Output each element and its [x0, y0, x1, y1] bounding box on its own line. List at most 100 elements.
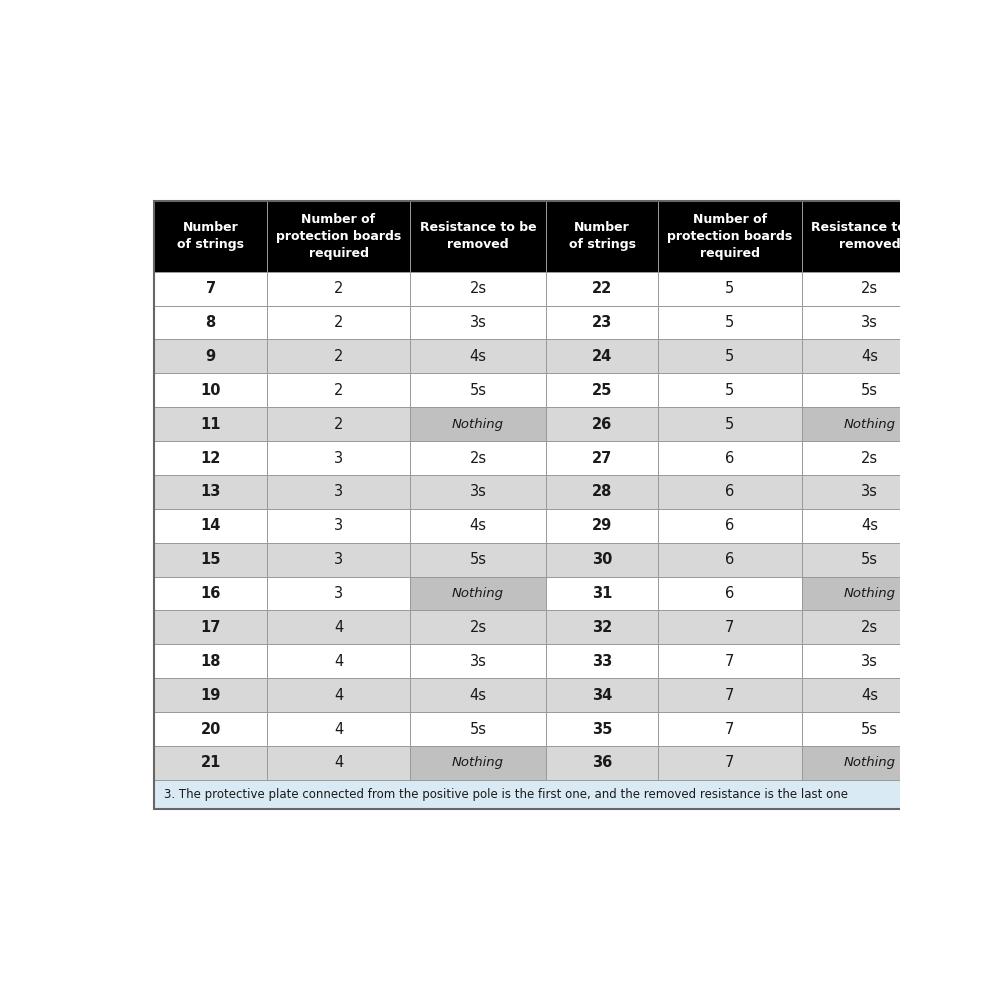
Text: 7: 7 [725, 722, 735, 737]
Text: Nothing: Nothing [843, 587, 895, 600]
Bar [546, 407, 658, 441]
Text: 23: 23 [592, 315, 612, 330]
Bar [410, 644, 546, 678]
Bar [154, 543, 267, 577]
Bar [546, 441, 658, 475]
Text: 3s: 3s [861, 484, 878, 499]
Text: 6: 6 [725, 451, 735, 466]
Text: 2s: 2s [469, 451, 487, 466]
Text: 5s: 5s [861, 722, 878, 737]
Text: 33: 33 [592, 654, 612, 669]
Bar [267, 339, 410, 373]
Bar [410, 678, 546, 712]
Bar [546, 577, 658, 610]
Text: 5s: 5s [470, 383, 487, 398]
Bar [154, 610, 267, 644]
Text: Number
of strings: Number of strings [177, 221, 244, 251]
Bar [154, 577, 267, 610]
Bar [154, 306, 267, 339]
Bar [546, 746, 658, 780]
Text: Number of
protection boards
required: Number of protection boards required [276, 213, 401, 260]
Text: 4: 4 [334, 654, 343, 669]
Bar [658, 272, 802, 306]
Text: 4s: 4s [470, 349, 487, 364]
Bar [802, 373, 937, 407]
Bar [267, 407, 410, 441]
Text: 4: 4 [334, 722, 343, 737]
Text: 5s: 5s [861, 383, 878, 398]
Bar [802, 306, 937, 339]
Text: 31: 31 [592, 586, 612, 601]
Text: 3: 3 [334, 552, 343, 567]
Text: 15: 15 [200, 552, 221, 567]
Bar [154, 201, 267, 272]
Bar [658, 339, 802, 373]
Text: 7: 7 [725, 654, 735, 669]
Text: 5: 5 [725, 383, 735, 398]
Bar [802, 339, 937, 373]
Text: 4: 4 [334, 688, 343, 703]
Bar [410, 441, 546, 475]
Bar [410, 610, 546, 644]
Text: 4s: 4s [861, 518, 878, 533]
Bar [267, 610, 410, 644]
Text: Resistance to be
removed: Resistance to be removed [811, 221, 928, 251]
Text: 5s: 5s [470, 552, 487, 567]
Bar [410, 577, 546, 610]
Text: 6: 6 [725, 518, 735, 533]
Text: 4s: 4s [861, 688, 878, 703]
Text: 13: 13 [200, 484, 221, 499]
Text: Nothing: Nothing [452, 756, 504, 769]
Bar [410, 509, 546, 543]
Text: 4: 4 [334, 620, 343, 635]
Bar [267, 475, 410, 509]
Bar [546, 373, 658, 407]
Bar [658, 678, 802, 712]
Text: 30: 30 [592, 552, 612, 567]
Text: 7: 7 [725, 755, 735, 770]
Bar [546, 339, 658, 373]
Bar [410, 543, 546, 577]
Bar [658, 441, 802, 475]
Text: 25: 25 [592, 383, 612, 398]
Bar [410, 306, 546, 339]
Bar [802, 746, 937, 780]
Bar [802, 644, 937, 678]
Bar [658, 306, 802, 339]
Bar [154, 475, 267, 509]
Bar [658, 509, 802, 543]
Text: 14: 14 [200, 518, 221, 533]
Text: 6: 6 [725, 552, 735, 567]
Bar [410, 201, 546, 272]
Bar [154, 644, 267, 678]
Bar [546, 678, 658, 712]
Text: 35: 35 [592, 722, 612, 737]
Text: 24: 24 [592, 349, 612, 364]
Text: 28: 28 [592, 484, 612, 499]
Text: 3s: 3s [470, 484, 486, 499]
Text: 3: 3 [334, 484, 343, 499]
Text: Nothing: Nothing [452, 587, 504, 600]
Text: 32: 32 [592, 620, 612, 635]
Bar [802, 475, 937, 509]
Bar [802, 201, 937, 272]
Bar [802, 543, 937, 577]
Bar [267, 577, 410, 610]
Text: 5: 5 [725, 349, 735, 364]
Text: 3s: 3s [861, 654, 878, 669]
Text: 3: 3 [334, 586, 343, 601]
Text: 36: 36 [592, 755, 612, 770]
Text: 2: 2 [334, 417, 343, 432]
Text: 4s: 4s [470, 518, 487, 533]
Text: 6: 6 [725, 586, 735, 601]
Bar [267, 712, 410, 746]
Bar [802, 712, 937, 746]
Text: 5s: 5s [470, 722, 487, 737]
Text: 2s: 2s [861, 451, 878, 466]
Text: 2s: 2s [861, 281, 878, 296]
Bar [154, 339, 267, 373]
Bar [546, 712, 658, 746]
Text: 2s: 2s [861, 620, 878, 635]
Bar [410, 339, 546, 373]
Bar [546, 306, 658, 339]
